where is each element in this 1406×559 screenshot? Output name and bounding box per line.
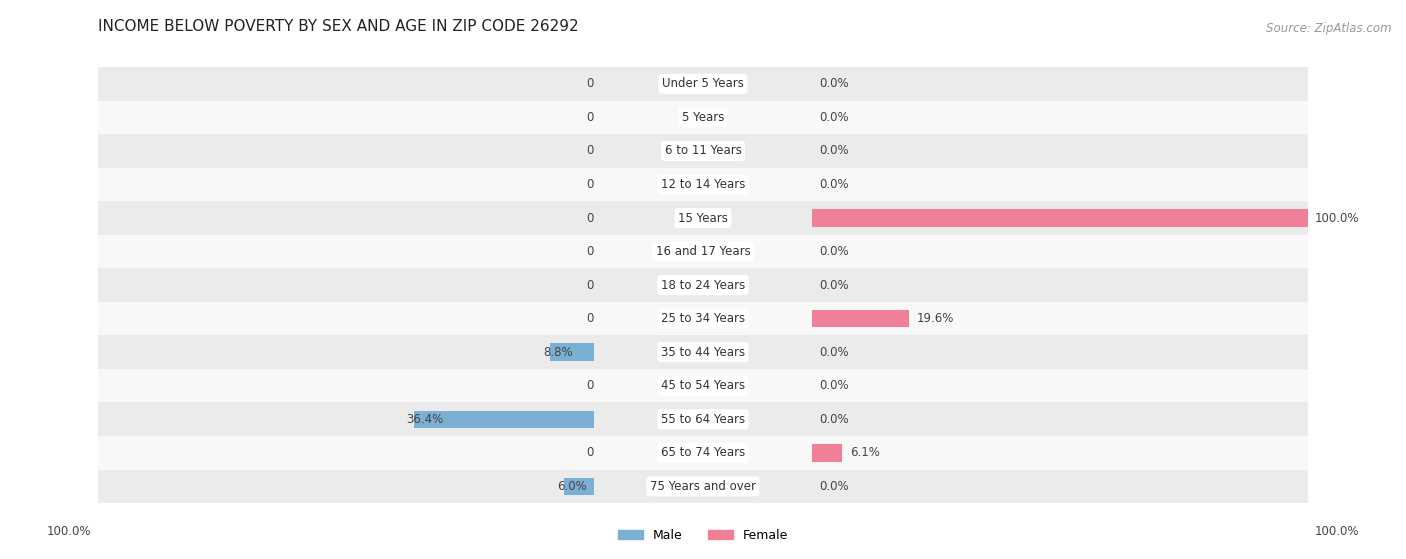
Text: 0.0%: 0.0% (586, 278, 616, 292)
Text: 6.0%: 6.0% (557, 480, 586, 493)
Bar (0, 67, 1406, 101)
Bar (0, 302, 1406, 335)
Bar (0, 369, 1406, 402)
Bar (0, 235, 1406, 268)
Bar (0, 369, 1406, 402)
Text: 0.0%: 0.0% (820, 178, 849, 191)
Bar (0, 67, 1406, 101)
Bar (0, 268, 1406, 302)
Text: 0.0%: 0.0% (820, 245, 849, 258)
Bar (0, 436, 1406, 470)
Text: 45 to 54 Years: 45 to 54 Years (661, 379, 745, 392)
Text: 35 to 44 Years: 35 to 44 Years (661, 345, 745, 359)
Bar (550, 343, 593, 361)
Text: 0.0%: 0.0% (586, 178, 616, 191)
Bar (813, 310, 910, 328)
Bar (564, 477, 593, 495)
Bar (0, 201, 1406, 235)
Text: 0.0%: 0.0% (586, 446, 616, 459)
Text: 0.0%: 0.0% (820, 480, 849, 493)
Text: 25 to 34 Years: 25 to 34 Years (661, 312, 745, 325)
Text: INCOME BELOW POVERTY BY SEX AND AGE IN ZIP CODE 26292: INCOME BELOW POVERTY BY SEX AND AGE IN Z… (98, 18, 579, 34)
Bar (0, 268, 1406, 302)
Text: 55 to 64 Years: 55 to 64 Years (661, 413, 745, 426)
Bar (0, 402, 1406, 436)
Text: 15 Years: 15 Years (678, 211, 728, 225)
Text: 100.0%: 100.0% (1315, 211, 1360, 225)
Text: 0.0%: 0.0% (820, 413, 849, 426)
Text: 0.0%: 0.0% (820, 345, 849, 359)
Text: 19.6%: 19.6% (917, 312, 953, 325)
Bar (0, 436, 1406, 470)
Text: 0.0%: 0.0% (586, 111, 616, 124)
Text: 0.0%: 0.0% (586, 312, 616, 325)
Bar (0, 101, 1406, 134)
Text: 8.8%: 8.8% (543, 345, 572, 359)
Text: 75 Years and over: 75 Years and over (650, 480, 756, 493)
Text: 0.0%: 0.0% (820, 111, 849, 124)
Bar (0, 335, 1406, 369)
Bar (0, 235, 1406, 268)
Bar (0, 67, 1406, 101)
Bar (0, 134, 1406, 168)
Bar (0, 402, 1406, 436)
Bar (0, 168, 1406, 201)
Text: 0.0%: 0.0% (586, 211, 616, 225)
Text: 0.0%: 0.0% (820, 379, 849, 392)
Bar (0, 335, 1406, 369)
Text: 18 to 24 Years: 18 to 24 Years (661, 278, 745, 292)
Legend: Male, Female: Male, Female (613, 524, 793, 547)
Text: 0.0%: 0.0% (586, 245, 616, 258)
Bar (0, 101, 1406, 134)
Bar (0, 168, 1406, 201)
Bar (0, 101, 1406, 134)
Text: 0.0%: 0.0% (586, 144, 616, 158)
Text: 6 to 11 Years: 6 to 11 Years (665, 144, 741, 158)
Text: 0.0%: 0.0% (820, 278, 849, 292)
Bar (0, 302, 1406, 335)
Text: 100.0%: 100.0% (1315, 524, 1360, 538)
Text: 16 and 17 Years: 16 and 17 Years (655, 245, 751, 258)
Bar (0, 335, 1406, 369)
Text: 36.4%: 36.4% (406, 413, 443, 426)
Text: 6.1%: 6.1% (849, 446, 880, 459)
Bar (0, 369, 1406, 402)
Bar (0, 168, 1406, 201)
Text: 100.0%: 100.0% (46, 524, 91, 538)
Text: Under 5 Years: Under 5 Years (662, 77, 744, 91)
Bar (0, 201, 1406, 235)
Text: 5 Years: 5 Years (682, 111, 724, 124)
Bar (0, 470, 1406, 503)
Bar (0, 436, 1406, 470)
Text: 65 to 74 Years: 65 to 74 Years (661, 446, 745, 459)
Bar (0, 470, 1406, 503)
Bar (0, 302, 1406, 335)
Text: 0.0%: 0.0% (586, 379, 616, 392)
Bar (0, 134, 1406, 168)
Bar (0, 201, 1406, 235)
Bar (0, 235, 1406, 268)
Bar (0, 134, 1406, 168)
Text: Source: ZipAtlas.com: Source: ZipAtlas.com (1267, 22, 1392, 35)
Bar (813, 444, 842, 462)
Text: 0.0%: 0.0% (820, 77, 849, 91)
Bar (813, 209, 1308, 227)
Bar (0, 470, 1406, 503)
Text: 0.0%: 0.0% (820, 144, 849, 158)
Text: 0.0%: 0.0% (586, 77, 616, 91)
Text: 12 to 14 Years: 12 to 14 Years (661, 178, 745, 191)
Bar (413, 410, 593, 428)
Bar (0, 402, 1406, 436)
Bar (0, 268, 1406, 302)
